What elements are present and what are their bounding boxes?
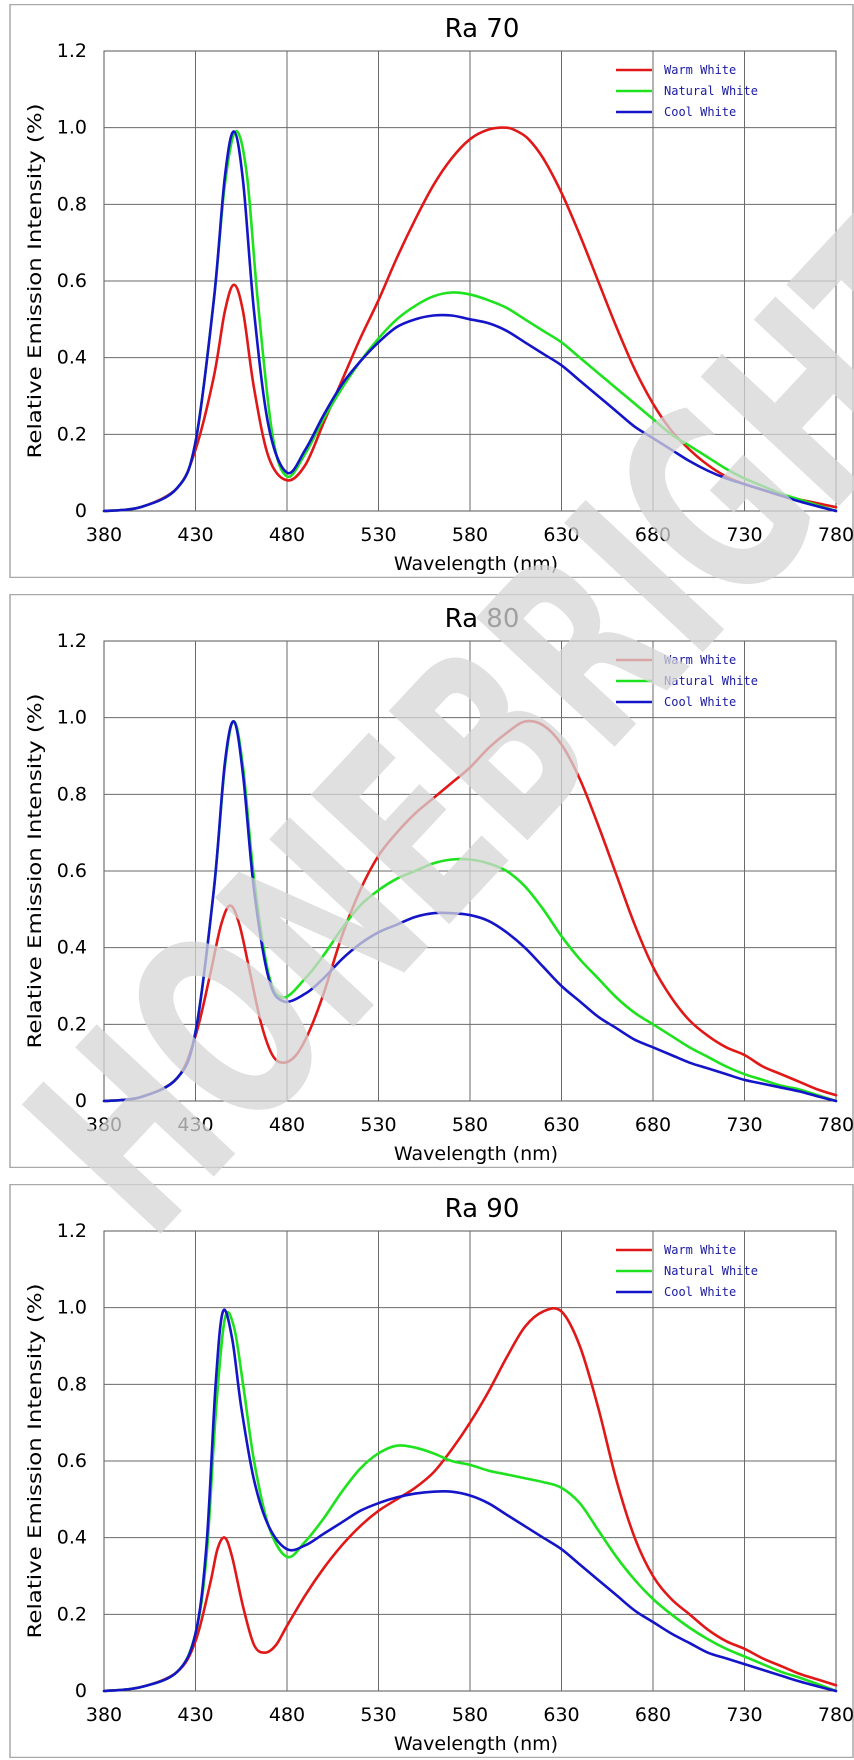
x-axis-label: Wavelength (nm): [394, 553, 558, 575]
y-tick-label: 1.0: [57, 707, 87, 729]
x-tick-label: 580: [452, 524, 488, 546]
x-tick-label: 430: [177, 1114, 213, 1136]
y-tick-label: 0.8: [57, 193, 87, 215]
x-tick-label: 580: [452, 1114, 488, 1136]
legend-label-warm-white: Warm White: [664, 63, 736, 77]
y-tick-label: 1.2: [57, 630, 87, 652]
y-tick-label: 0.2: [57, 1013, 87, 1035]
x-tick-label: 430: [177, 524, 213, 546]
y-axis-label: Relative Emission Intensity (%): [24, 694, 46, 1049]
x-tick-label: 780: [818, 1704, 854, 1726]
y-tick-label: 1.2: [57, 40, 87, 62]
y-tick-label: 0.6: [57, 860, 87, 882]
x-tick-label: 630: [543, 1704, 579, 1726]
x-tick-label: 380: [86, 524, 122, 546]
y-tick-label: 0.4: [57, 937, 87, 959]
y-tick-label: 0: [75, 1680, 87, 1702]
chart-title: Ra 80: [445, 604, 520, 634]
x-tick-label: 530: [360, 1704, 396, 1726]
x-tick-label: 380: [86, 1114, 122, 1136]
x-tick-label: 680: [635, 524, 671, 546]
x-tick-label: 680: [635, 1704, 671, 1726]
chart-title: Ra 90: [445, 1194, 520, 1224]
legend-label-warm-white: Warm White: [664, 1243, 736, 1257]
y-tick-label: 0.6: [57, 270, 87, 292]
series-line-natural-white: [102, 130, 838, 513]
x-tick-label: 730: [726, 1114, 762, 1136]
y-tick-label: 0.8: [57, 1373, 87, 1395]
x-tick-label: 730: [726, 524, 762, 546]
x-tick-label: 380: [86, 1704, 122, 1726]
y-tick-label: 0.8: [57, 783, 87, 805]
y-tick-label: 0.2: [57, 423, 87, 445]
series-line-warm-white: [102, 1306, 838, 1693]
x-tick-label: 630: [543, 1114, 579, 1136]
x-tick-label: 680: [635, 1114, 671, 1136]
series-line-cool-white: [102, 720, 838, 1103]
x-tick-label: 480: [269, 1114, 305, 1136]
chart-panel-ra70: 380 430 480 530 580 630 680 730 780 0 0.2 0.4 0.6 0.8…: [0, 4, 854, 578]
x-tick-label: 430: [177, 1704, 213, 1726]
y-tick-label: 1.0: [57, 1297, 87, 1319]
x-axis-label: Wavelength (nm): [394, 1143, 558, 1165]
legend-label-cool-white: Cool White: [664, 105, 736, 119]
spectrum-chart-ra90: 380 430 480 530 580 630 680 730 780 0 0.2 0.4 0.6 0.8…: [9, 1184, 854, 1758]
x-tick-label: 530: [360, 1114, 396, 1136]
y-tick-label: 0: [75, 500, 87, 522]
y-tick-label: 0.4: [57, 1527, 87, 1549]
series-line-warm-white: [102, 126, 838, 513]
series-line-cool-white: [102, 130, 838, 513]
chart-title: Ra 70: [445, 14, 520, 44]
legend-label-natural-white: Natural White: [664, 84, 758, 98]
y-axis-label: Relative Emission Intensity (%): [24, 1284, 46, 1639]
x-tick-label: 580: [452, 1704, 488, 1726]
x-tick-label: 630: [543, 524, 579, 546]
chart-panel-ra90: 380 430 480 530 580 630 680 730 780 0 0.2 0.4 0.6 0.8…: [0, 1184, 854, 1758]
x-tick-label: 530: [360, 524, 396, 546]
legend-label-cool-white: Cool White: [664, 695, 736, 709]
x-tick-label: 780: [818, 1114, 854, 1136]
x-axis-label: Wavelength (nm): [394, 1733, 558, 1755]
legend-label-natural-white: Natural White: [664, 1264, 758, 1278]
legend-label-warm-white: Warm White: [664, 653, 736, 667]
y-axis-label: Relative Emission Intensity (%): [24, 104, 46, 459]
series-line-warm-white: [102, 719, 838, 1103]
y-tick-label: 0.4: [57, 347, 87, 369]
y-tick-label: 0.6: [57, 1450, 87, 1472]
x-tick-label: 730: [726, 1704, 762, 1726]
x-tick-label: 780: [818, 524, 854, 546]
y-tick-label: 0: [75, 1090, 87, 1112]
chart-panel-ra80: 380 430 480 530 580 630 680 730 780 0 0.2 0.4 0.6 0.8…: [0, 594, 854, 1168]
y-tick-label: 0.2: [57, 1603, 87, 1625]
x-tick-label: 480: [269, 1704, 305, 1726]
spectrum-chart-ra70: 380 430 480 530 580 630 680 730 780 0 0.2 0.4 0.6 0.8…: [9, 4, 854, 578]
y-tick-label: 1.0: [57, 117, 87, 139]
spectrum-chart-ra80: 380 430 480 530 580 630 680 730 780 0 0.2 0.4 0.6 0.8…: [9, 594, 854, 1168]
y-tick-label: 1.2: [57, 1220, 87, 1242]
legend-label-cool-white: Cool White: [664, 1285, 736, 1299]
legend-label-natural-white: Natural White: [664, 674, 758, 688]
x-tick-label: 480: [269, 524, 305, 546]
series-line-cool-white: [102, 1308, 838, 1693]
